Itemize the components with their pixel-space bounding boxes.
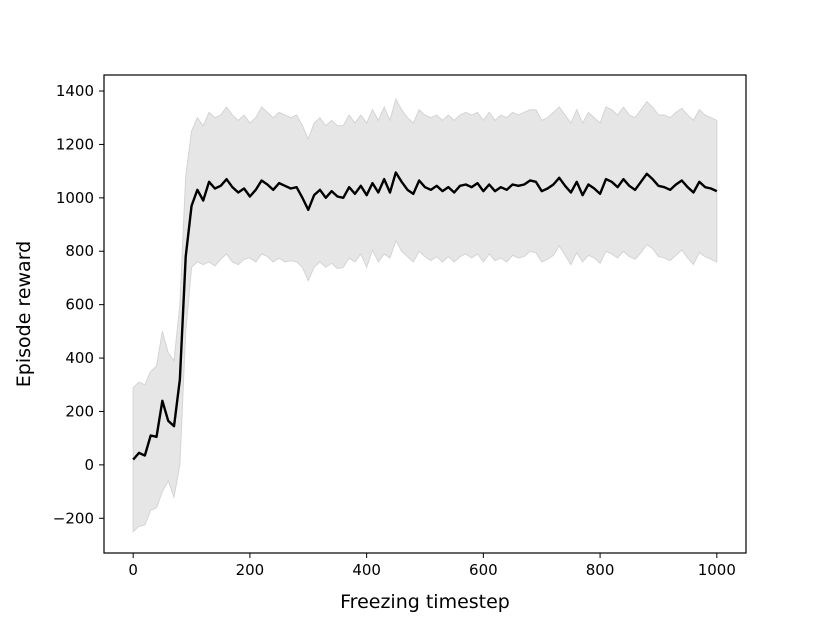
y-tick-label: 1200 — [56, 135, 94, 153]
x-tick-label: 200 — [236, 561, 265, 579]
y-tick-label: 0 — [84, 456, 94, 474]
confidence-band-layer — [132, 97, 718, 533]
x-axis-label: Freezing timestep — [340, 591, 510, 613]
y-axis-label: Episode reward — [13, 241, 35, 387]
y-ticks: −200 0 200 400 600 800 1000 1200 1400 — [53, 82, 104, 527]
x-tick-label: 1000 — [698, 561, 736, 579]
y-tick-label: 800 — [65, 242, 94, 260]
x-tick-label: 600 — [469, 561, 498, 579]
y-tick-label: 1400 — [56, 82, 94, 100]
y-tick-label: 1000 — [56, 189, 94, 207]
x-tick-label: 0 — [128, 561, 138, 579]
x-tick-label: 400 — [352, 561, 381, 579]
x-ticks: 0 200 400 600 800 1000 — [128, 553, 736, 579]
mean-reward-line — [132, 171, 718, 461]
y-tick-label: 400 — [65, 349, 94, 367]
y-tick-label: 200 — [65, 402, 94, 420]
mean-line-layer — [132, 171, 718, 461]
std-band — [132, 97, 718, 533]
y-tick-label: −200 — [53, 509, 94, 527]
y-tick-label: 600 — [65, 296, 94, 314]
x-tick-label: 800 — [586, 561, 615, 579]
plot-frame — [103, 74, 747, 554]
